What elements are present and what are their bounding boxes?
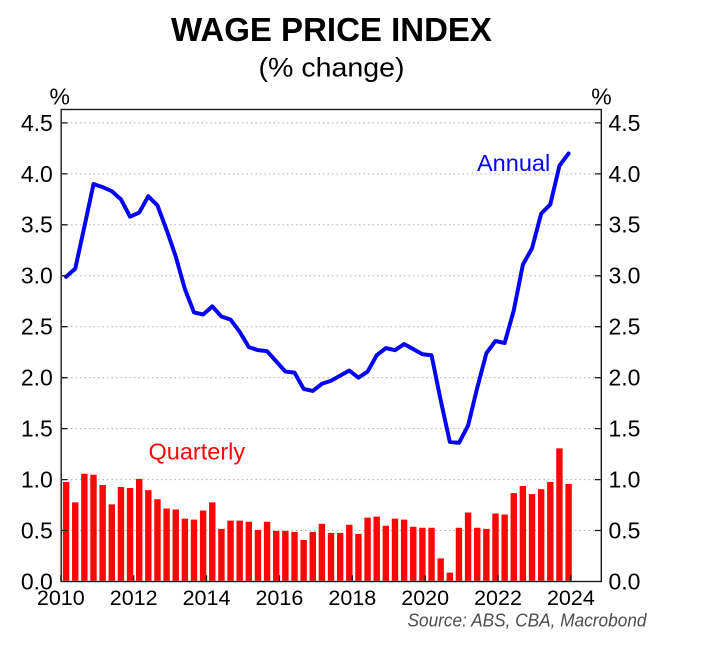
svg-text:1.5: 1.5: [609, 416, 641, 442]
svg-text:(% change): (% change): [259, 53, 405, 83]
svg-text:2.0: 2.0: [609, 365, 641, 391]
svg-text:2.5: 2.5: [21, 314, 53, 340]
svg-text:4.0: 4.0: [21, 161, 53, 187]
svg-text:WAGE PRICE INDEX: WAGE PRICE INDEX: [171, 11, 492, 48]
svg-text:Annual: Annual: [477, 150, 550, 176]
svg-text:2014: 2014: [183, 586, 231, 610]
svg-text:4.5: 4.5: [21, 110, 53, 136]
svg-text:2010: 2010: [37, 586, 85, 610]
svg-text:2012: 2012: [110, 586, 158, 610]
svg-text:1.0: 1.0: [21, 467, 53, 493]
svg-text:2022: 2022: [474, 586, 522, 610]
svg-text:4.0: 4.0: [609, 161, 641, 187]
svg-text:%: %: [49, 83, 69, 109]
svg-text:0.5: 0.5: [609, 517, 641, 543]
svg-text:1.0: 1.0: [609, 467, 641, 493]
svg-text:2016: 2016: [255, 586, 303, 610]
svg-text:3.0: 3.0: [21, 263, 53, 289]
svg-text:1.5: 1.5: [21, 416, 53, 442]
svg-text:0.5: 0.5: [21, 517, 53, 543]
svg-text:Quarterly: Quarterly: [149, 438, 246, 464]
svg-text:2.0: 2.0: [21, 365, 53, 391]
svg-text:3.5: 3.5: [21, 212, 53, 238]
svg-text:2024: 2024: [547, 586, 595, 610]
svg-text:Source: ABS, CBA, Macrobond: Source: ABS, CBA, Macrobond: [408, 610, 648, 630]
svg-text:3.0: 3.0: [609, 263, 641, 289]
svg-text:%: %: [591, 83, 611, 109]
svg-text:0.0: 0.0: [609, 568, 641, 594]
svg-text:3.5: 3.5: [609, 212, 641, 238]
svg-text:0.0: 0.0: [21, 568, 53, 594]
svg-text:2.5: 2.5: [609, 314, 641, 340]
svg-text:2018: 2018: [328, 586, 376, 610]
svg-text:2020: 2020: [401, 586, 449, 610]
svg-text:4.5: 4.5: [609, 110, 641, 136]
